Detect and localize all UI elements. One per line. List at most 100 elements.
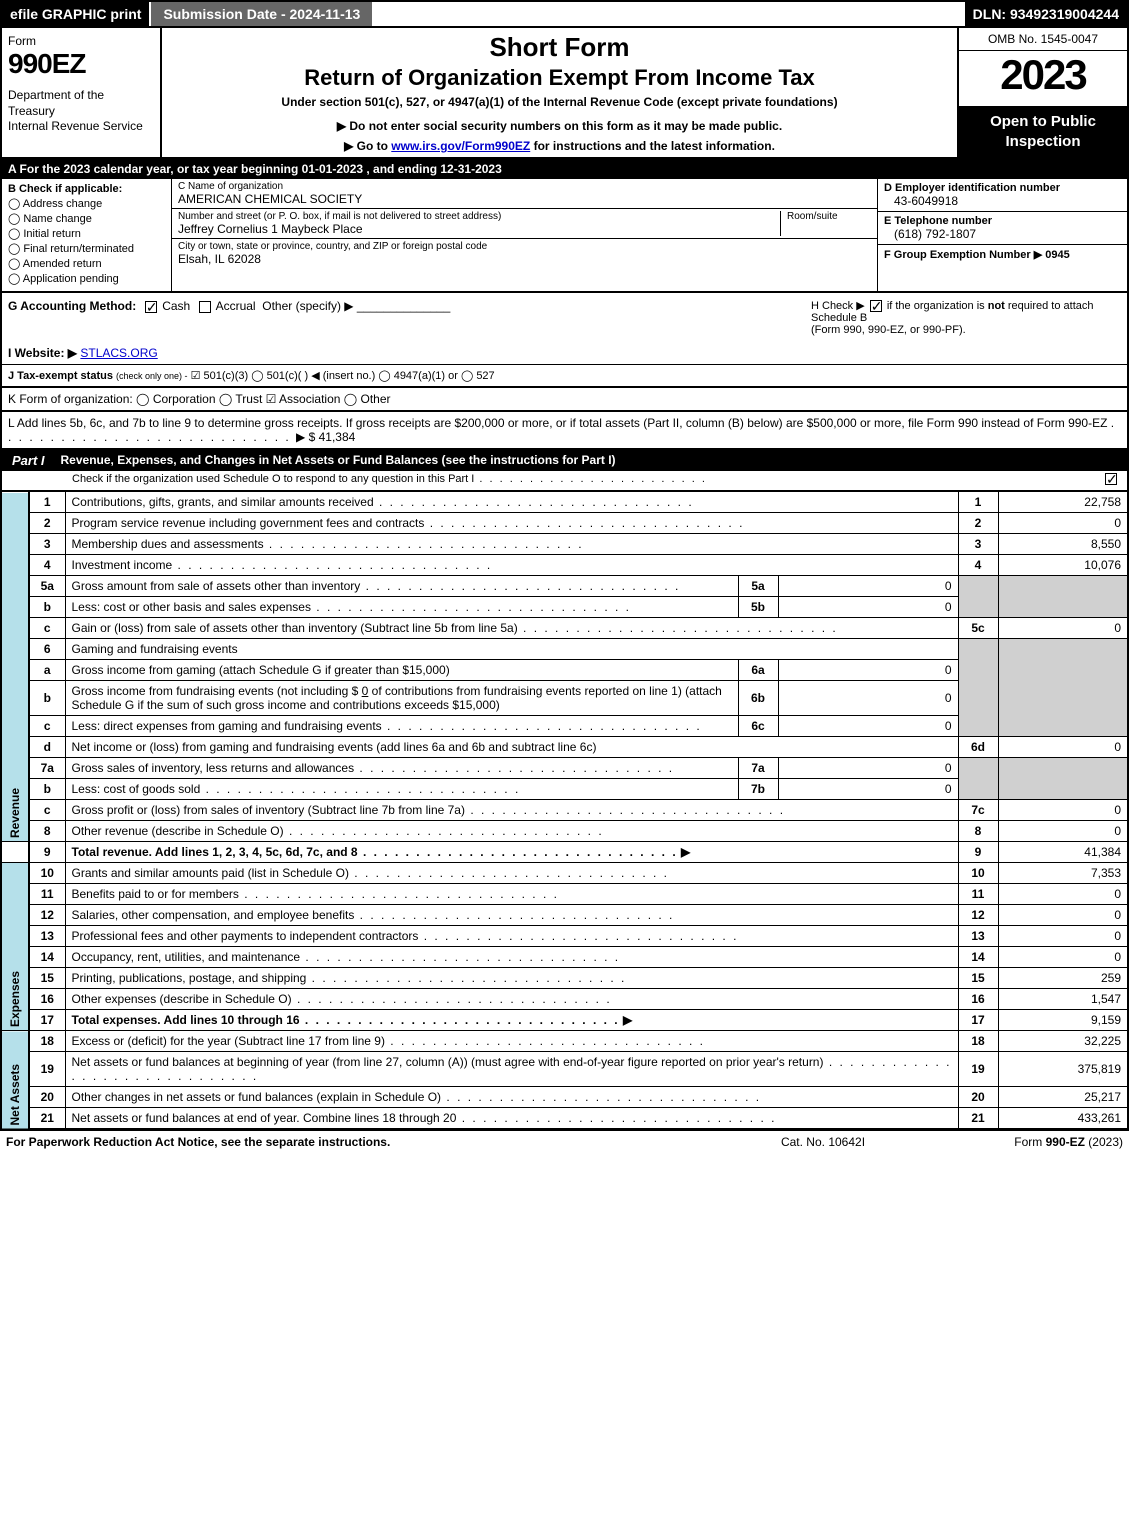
line-4: 4 Investment income 4 10,076 <box>1 555 1128 576</box>
revenue-vlabel: Revenue <box>1 492 29 842</box>
top-bar: efile GRAPHIC print Submission Date - 20… <box>0 0 1129 28</box>
footer-right: Form 990-EZ (2023) <box>923 1135 1123 1149</box>
b-opt-name: ◯ Name change <box>8 212 165 225</box>
goto-pre: ▶ Go to <box>344 139 391 153</box>
h-check <box>870 300 882 312</box>
c-city-label: City or town, state or province, country… <box>178 241 871 252</box>
form-number: 990EZ <box>8 48 154 80</box>
l-text: L Add lines 5b, 6c, and 7b to line 9 to … <box>8 416 1107 430</box>
line-10: Expenses 10 Grants and similar amounts p… <box>1 863 1128 884</box>
part1-check <box>1105 473 1117 485</box>
submission-date: Submission Date - 2024-11-13 <box>149 2 372 26</box>
part1-title: Revenue, Expenses, and Changes in Net As… <box>55 450 1127 471</box>
b-label: B Check if applicable: <box>8 183 165 195</box>
col-de: D Employer identification number 43-6049… <box>877 179 1127 291</box>
omb-number: OMB No. 1545-0047 <box>959 28 1127 51</box>
col-b: B Check if applicable: ◯ Address change … <box>2 179 172 291</box>
header-center: Short Form Return of Organization Exempt… <box>162 28 957 157</box>
part1-num: Part I <box>2 450 55 471</box>
h-not: not <box>988 300 1005 312</box>
line-7c: c Gross profit or (loss) from sales of i… <box>1 800 1128 821</box>
open-public: Open to Public Inspection <box>959 106 1127 157</box>
g-other: Other (specify) ▶ <box>262 299 353 313</box>
g-cash-check <box>145 301 157 313</box>
dln-label: DLN: 93492319004244 <box>965 2 1127 26</box>
line-5a: 5a Gross amount from sale of assets othe… <box>1 576 1128 597</box>
line-6: 6 Gaming and fundraising events <box>1 639 1128 660</box>
goto-link-row: ▶ Go to www.irs.gov/Form990EZ for instru… <box>172 139 947 153</box>
goto-link[interactable]: www.irs.gov/Form990EZ <box>391 139 530 153</box>
line-18: Net Assets 18 Excess or (deficit) for th… <box>1 1031 1128 1052</box>
spacer <box>372 2 964 26</box>
efile-label[interactable]: efile GRAPHIC print <box>2 2 149 26</box>
part1-header: Part I Revenue, Expenses, and Changes in… <box>0 450 1129 471</box>
h-post2: (Form 990, 990-EZ, or 990-PF). <box>811 324 966 336</box>
c-room-label: Room/suite <box>781 211 871 236</box>
c-addr-label: Number and street (or P. O. box, if mail… <box>178 211 774 222</box>
row-a: A For the 2023 calendar year, or tax yea… <box>0 159 1129 179</box>
g-accrual-check <box>199 301 211 313</box>
form-header: Form 990EZ Department of the Treasury In… <box>0 28 1129 159</box>
d-label: D Employer identification number <box>884 182 1121 194</box>
footer-center: Cat. No. 10642I <box>723 1135 923 1149</box>
line-8: 8 Other revenue (describe in Schedule O)… <box>1 821 1128 842</box>
footer-left: For Paperwork Reduction Act Notice, see … <box>6 1135 723 1149</box>
g-label: G Accounting Method: <box>8 299 136 313</box>
h-pre: H Check ▶ <box>811 300 868 312</box>
b-opt-initial: ◯ Initial return <box>8 227 165 240</box>
b-opt-amended: ◯ Amended return <box>8 257 165 270</box>
header-right: OMB No. 1545-0047 2023 Open to Public In… <box>957 28 1127 157</box>
c-name-val: AMERICAN CHEMICAL SOCIETY <box>178 192 871 206</box>
line-2: 2 Program service revenue including gove… <box>1 513 1128 534</box>
row-l: L Add lines 5b, 6c, and 7b to line 9 to … <box>0 412 1129 450</box>
line-13: 13 Professional fees and other payments … <box>1 926 1128 947</box>
line-20: 20 Other changes in net assets or fund b… <box>1 1087 1128 1108</box>
c-name-label: C Name of organization <box>178 181 871 192</box>
j-sub: (check only one) - <box>116 371 188 381</box>
e-val: (618) 792-1807 <box>884 227 1121 241</box>
f-label: F Group Exemption Number ▶ 0945 <box>884 248 1121 261</box>
g-cash: Cash <box>162 299 190 313</box>
i-label: I Website: ▶ <box>8 346 77 360</box>
line-6d: d Net income or (loss) from gaming and f… <box>1 737 1128 758</box>
h-block: H Check ▶ if the organization is not req… <box>811 299 1121 336</box>
under-section: Under section 501(c), 527, or 4947(a)(1)… <box>172 95 947 109</box>
c-city-row: City or town, state or province, country… <box>172 239 877 268</box>
goto-post: for instructions and the latest informat… <box>530 139 775 153</box>
lines-table: Revenue 1 Contributions, gifts, grants, … <box>0 491 1129 1130</box>
netassets-vlabel: Net Assets <box>1 1031 29 1130</box>
website-link[interactable]: STLACS.ORG <box>80 346 157 360</box>
line-14: 14 Occupancy, rent, utilities, and maint… <box>1 947 1128 968</box>
header-left: Form 990EZ Department of the Treasury In… <box>2 28 162 157</box>
b-opt-pending: ◯ Application pending <box>8 272 165 285</box>
c-addr-val: Jeffrey Cornelius 1 Maybeck Place <box>178 222 774 236</box>
line-19: 19 Net assets or fund balances at beginn… <box>1 1052 1128 1087</box>
line-15: 15 Printing, publications, postage, and … <box>1 968 1128 989</box>
tax-year: 2023 <box>959 51 1127 99</box>
line-7a: 7a Gross sales of inventory, less return… <box>1 758 1128 779</box>
d-row: D Employer identification number 43-6049… <box>878 179 1127 212</box>
b-opt-address: ◯ Address change <box>8 197 165 210</box>
section-bcdef: B Check if applicable: ◯ Address change … <box>0 179 1129 293</box>
line-17: 17 Total expenses. Add lines 10 through … <box>1 1010 1128 1031</box>
j-row: J Tax-exempt status (check only one) - ☑… <box>2 364 1127 386</box>
f-row: F Group Exemption Number ▶ 0945 <box>878 245 1127 264</box>
expenses-vlabel: Expenses <box>1 863 29 1031</box>
page-footer: For Paperwork Reduction Act Notice, see … <box>0 1130 1129 1153</box>
c-city-val: Elsah, IL 62028 <box>178 252 871 266</box>
line-3: 3 Membership dues and assessments 3 8,55… <box>1 534 1128 555</box>
form-word: Form <box>8 34 154 48</box>
g-accrual: Accrual <box>216 299 256 313</box>
line-9: 9 Total revenue. Add lines 1, 2, 3, 4, 5… <box>1 842 1128 863</box>
c-addr-row: Number and street (or P. O. box, if mail… <box>172 209 877 239</box>
line-11: 11 Benefits paid to or for members 11 0 <box>1 884 1128 905</box>
i-row: I Website: ▶ STLACS.ORG <box>2 342 1127 364</box>
h-mid: if the organization is <box>884 300 988 312</box>
dept-label: Department of the Treasury Internal Reve… <box>8 88 154 135</box>
section-ghij: G Accounting Method: Cash Accrual Other … <box>0 293 1129 388</box>
do-not-warning: ▶ Do not enter social security numbers o… <box>172 119 947 133</box>
row-k: K Form of organization: ◯ Corporation ◯ … <box>0 388 1129 412</box>
g-row: G Accounting Method: Cash Accrual Other … <box>2 293 1127 342</box>
part1-sub: Check if the organization used Schedule … <box>0 471 1129 491</box>
d-val: 43-6049918 <box>884 194 1121 208</box>
